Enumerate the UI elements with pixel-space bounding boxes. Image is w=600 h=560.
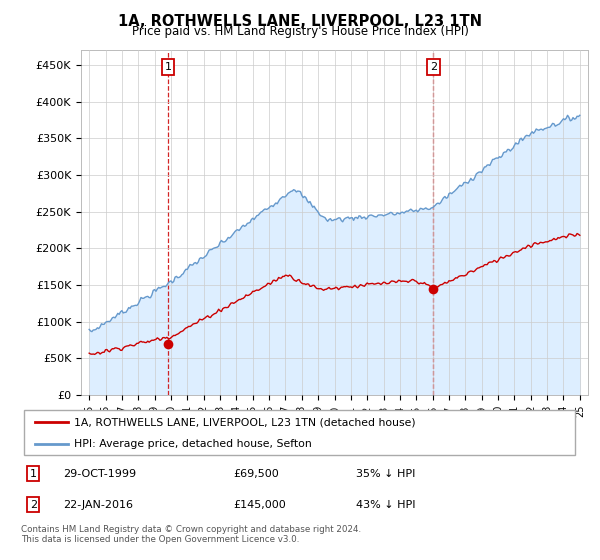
Text: 35% ↓ HPI: 35% ↓ HPI [356,469,415,479]
Text: 2: 2 [430,62,437,72]
Text: £145,000: £145,000 [233,500,286,510]
Text: This data is licensed under the Open Government Licence v3.0.: This data is licensed under the Open Gov… [21,535,299,544]
Text: 1: 1 [164,62,172,72]
FancyBboxPatch shape [24,410,575,455]
Text: 1A, ROTHWELLS LANE, LIVERPOOL, L23 1TN: 1A, ROTHWELLS LANE, LIVERPOOL, L23 1TN [118,14,482,29]
Text: 2: 2 [30,500,37,510]
Text: HPI: Average price, detached house, Sefton: HPI: Average price, detached house, Seft… [74,438,312,449]
Text: 29-OCT-1999: 29-OCT-1999 [63,469,136,479]
Text: Price paid vs. HM Land Registry's House Price Index (HPI): Price paid vs. HM Land Registry's House … [131,25,469,38]
Text: 22-JAN-2016: 22-JAN-2016 [63,500,133,510]
Text: 1A, ROTHWELLS LANE, LIVERPOOL, L23 1TN (detached house): 1A, ROTHWELLS LANE, LIVERPOOL, L23 1TN (… [74,417,416,427]
Text: Contains HM Land Registry data © Crown copyright and database right 2024.: Contains HM Land Registry data © Crown c… [21,525,361,534]
Text: 1: 1 [30,469,37,479]
Text: £69,500: £69,500 [233,469,279,479]
Text: 43% ↓ HPI: 43% ↓ HPI [356,500,415,510]
